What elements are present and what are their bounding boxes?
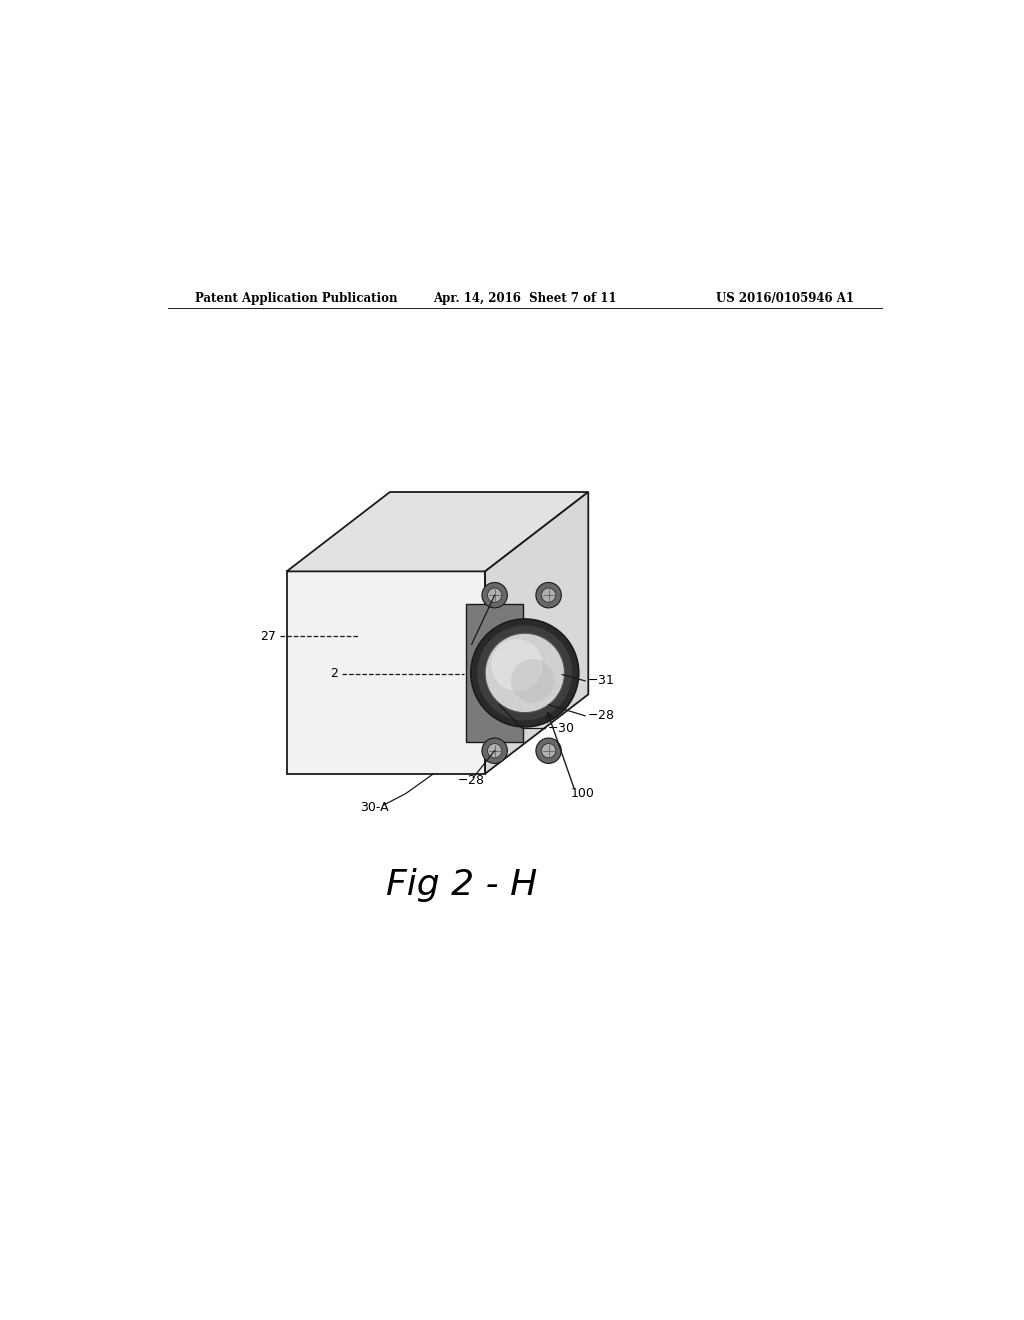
Circle shape <box>492 639 543 690</box>
Text: US 2016/0105946 A1: US 2016/0105946 A1 <box>716 292 854 305</box>
Circle shape <box>542 743 556 758</box>
Polygon shape <box>287 572 485 774</box>
Text: Apr. 14, 2016  Sheet 7 of 11: Apr. 14, 2016 Sheet 7 of 11 <box>433 292 616 305</box>
Circle shape <box>471 619 579 727</box>
Circle shape <box>536 738 561 763</box>
Text: $\mathsf{-}$28: $\mathsf{-}$28 <box>587 709 614 722</box>
Circle shape <box>482 738 507 763</box>
Circle shape <box>485 634 564 713</box>
Circle shape <box>487 587 502 602</box>
Polygon shape <box>287 492 588 572</box>
Circle shape <box>482 582 507 609</box>
Text: 27: 27 <box>260 630 276 643</box>
Circle shape <box>511 659 555 702</box>
Polygon shape <box>466 603 523 742</box>
Circle shape <box>542 587 556 602</box>
Text: $\mathsf{-}$30: $\mathsf{-}$30 <box>547 722 574 735</box>
Text: 100: 100 <box>570 787 595 800</box>
Text: Patent Application Publication: Patent Application Publication <box>196 292 398 305</box>
Text: $\mathsf{-}$28: $\mathsf{-}$28 <box>458 774 485 787</box>
Text: 2: 2 <box>331 667 338 680</box>
Polygon shape <box>485 492 588 774</box>
Circle shape <box>477 626 572 721</box>
Circle shape <box>536 582 561 609</box>
Text: $\mathsf{-}$31: $\mathsf{-}$31 <box>587 675 613 688</box>
Circle shape <box>487 743 502 758</box>
Text: 30-A: 30-A <box>360 801 389 814</box>
Text: $\mathsf{-}$28: $\mathsf{-}$28 <box>473 638 501 651</box>
Text: Fig 2 - H: Fig 2 - H <box>386 867 537 902</box>
